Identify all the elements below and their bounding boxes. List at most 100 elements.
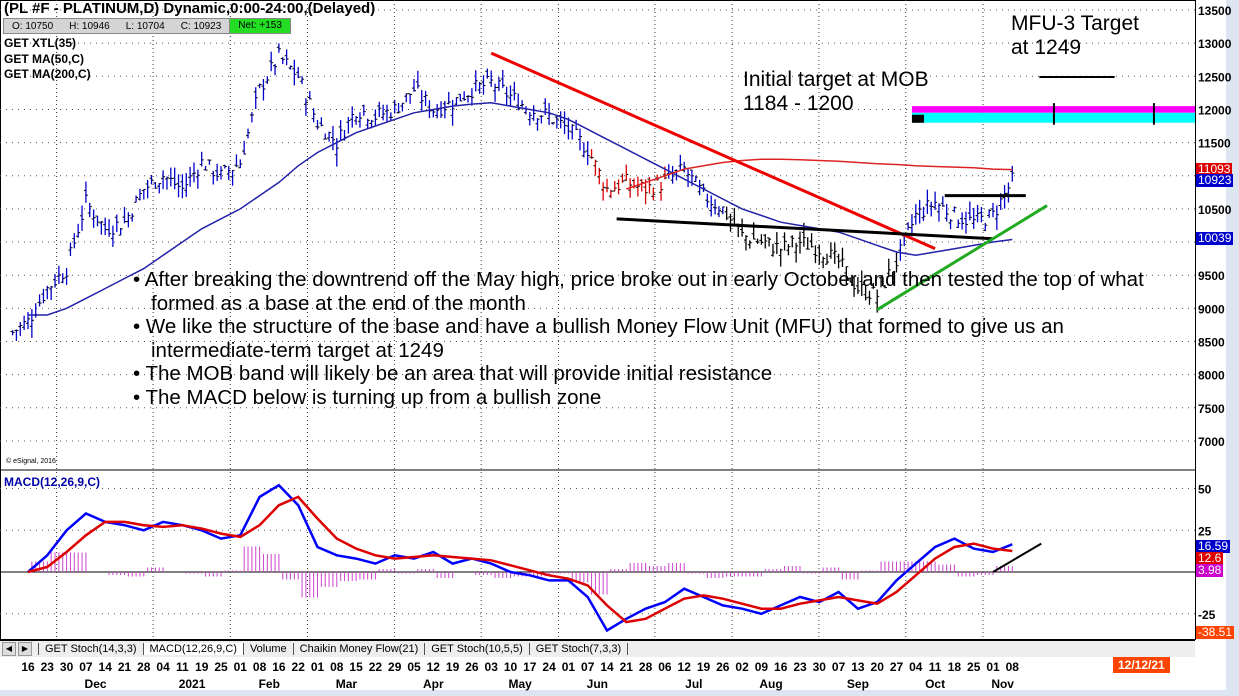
date-tick: 20 <box>871 660 885 674</box>
bullet-3: • The MOB band will likely be an area th… <box>133 362 773 385</box>
date-tick: 29 <box>388 660 402 674</box>
month-label: 2021 <box>179 677 206 691</box>
mob-band-marker <box>911 114 924 123</box>
date-tick: 01 <box>311 660 325 674</box>
tab-chaikin[interactable]: Chaikin Money Flow(21) <box>292 643 426 655</box>
price-value-tag: 10923 <box>1196 172 1234 187</box>
price-axis-label: 12500 <box>1198 70 1232 84</box>
tab-stoch-14[interactable]: GET Stoch(14,3,3) <box>38 643 144 655</box>
date-tick: 01 <box>562 660 576 674</box>
date-tick: 15 <box>349 660 363 674</box>
high-value: H: 10946 <box>69 20 110 32</box>
open-value: O: 10750 <box>12 20 54 32</box>
date-tick: 08 <box>330 660 344 674</box>
price-axis-label: 7500 <box>1198 402 1225 416</box>
price-value-tag: 11093 <box>1196 161 1233 176</box>
date-tick: 01 <box>986 660 1000 674</box>
date-tick: 28 <box>639 660 653 674</box>
copyright: © eSignal, 2016 <box>6 458 56 465</box>
bullet-2: • We like the structure of the base and … <box>133 315 1064 362</box>
date-tick: 04 <box>156 660 170 674</box>
date-tick: 24 <box>542 660 556 674</box>
mob-line-1: Initial target at MOB <box>743 68 929 91</box>
tab-stoch-7[interactable]: GET Stoch(7,3,3) <box>528 643 629 655</box>
month-label: Oct <box>925 677 945 691</box>
date-tick: 05 <box>407 660 421 674</box>
price-axis-label: 8500 <box>1198 336 1225 350</box>
chart-title: (PL #F - PLATINUM,D) Dynamic,0:00-24:00,… <box>4 0 376 17</box>
mfu-line-1: MFU-3 Target <box>1011 12 1139 35</box>
date-tick: 30 <box>60 660 74 674</box>
scroll-right-icon[interactable]: ▶ <box>18 642 32 656</box>
date-tick: 26 <box>716 660 730 674</box>
tab-stoch-10[interactable]: GET Stoch(10,5,5) <box>424 643 530 655</box>
date-tick: 28 <box>137 660 151 674</box>
macd-label[interactable]: MACD(12,26,9,C) <box>4 475 101 489</box>
mob-line-2: 1184 - 1200 <box>743 92 854 115</box>
net-change: Net: +153 <box>229 19 290 33</box>
ohlc-bar: O: 10750 H: 10946 L: 10704 C: 10923 Net:… <box>3 18 291 34</box>
date-tick: 11 <box>176 660 189 674</box>
date-tick: 17 <box>523 660 537 674</box>
month-label: Jun <box>587 677 608 691</box>
date-tick: 16 <box>272 660 286 674</box>
tab-macd[interactable]: MACD(12,26,9,C) <box>142 643 244 655</box>
date-tick: 19 <box>195 660 209 674</box>
date-axis-bg <box>0 657 1195 696</box>
month-label: Mar <box>336 677 358 691</box>
date-tick: 12 <box>678 660 692 674</box>
ma200-line <box>626 158 1013 190</box>
study-ma50[interactable]: GET MA(50,C) <box>4 52 85 66</box>
bullet-1: • After breaking the downtrend off the M… <box>133 268 1144 315</box>
price-axis-label: 13500 <box>1198 4 1232 18</box>
price-axis-label: 11500 <box>1198 137 1231 151</box>
price-axis-label: 13000 <box>1198 37 1232 51</box>
price-axis-label: 9500 <box>1198 269 1225 283</box>
study-ma200[interactable]: GET MA(200,C) <box>4 67 91 81</box>
macd-axis-label: 50 <box>1198 483 1212 497</box>
date-tick: 01 <box>234 660 248 674</box>
mfu-line-2: at 1249 <box>1011 36 1082 59</box>
month-label: May <box>508 677 532 691</box>
price-axis-label: 10500 <box>1198 203 1232 217</box>
price-axis-label: 12000 <box>1198 103 1232 117</box>
date-tick: 11 <box>929 660 942 674</box>
date-tick: 13 <box>851 660 865 674</box>
signal-line <box>27 495 1013 624</box>
window-bottom-edge <box>0 690 1239 696</box>
date-tick: 09 <box>755 660 769 674</box>
study-tabs: ◀ ▶ GET Stoch(14,3,3) MACD(12,26,9,C) Vo… <box>0 640 1195 657</box>
date-tick: 23 <box>41 660 55 674</box>
date-tick: 10 <box>504 660 518 674</box>
date-tick: 12 <box>427 660 441 674</box>
date-tick: 07 <box>79 660 93 674</box>
macd-axis-label: -25 <box>1198 608 1216 622</box>
trendline <box>616 217 994 241</box>
macd-value-tag: -38.51 <box>1196 625 1235 639</box>
scroll-left-icon[interactable]: ◀ <box>2 642 16 656</box>
tab-volume[interactable]: Volume <box>242 643 294 655</box>
date-tick: 21 <box>620 660 634 674</box>
price-axis-label: 8000 <box>1198 369 1225 383</box>
date-tick: 14 <box>600 660 614 674</box>
date-tick: 26 <box>465 660 479 674</box>
trendline <box>876 204 1048 311</box>
ma50-line <box>28 102 1013 316</box>
month-label: Nov <box>991 677 1014 691</box>
date-tick: 22 <box>369 660 383 674</box>
date-tick: 22 <box>292 660 306 674</box>
date-tick: 16 <box>774 660 788 674</box>
date-tick: 08 <box>1006 660 1020 674</box>
date-tick: 08 <box>253 660 267 674</box>
macd-value-tag: 16.59 <box>1196 539 1231 553</box>
price-axis-label: 9000 <box>1198 302 1225 316</box>
date-tick: 03 <box>485 660 499 674</box>
price-axis-label: 7000 <box>1198 435 1225 449</box>
study-xtl[interactable]: GET XTL(35) <box>4 36 77 50</box>
bullet-4: • The MACD below is turning up from a bu… <box>133 385 602 409</box>
mfu-target-note: MFU-3 Target at 1249 <box>1011 12 1139 60</box>
date-tick: 16 <box>21 660 35 674</box>
price-value-tag: 10039 <box>1196 231 1234 246</box>
